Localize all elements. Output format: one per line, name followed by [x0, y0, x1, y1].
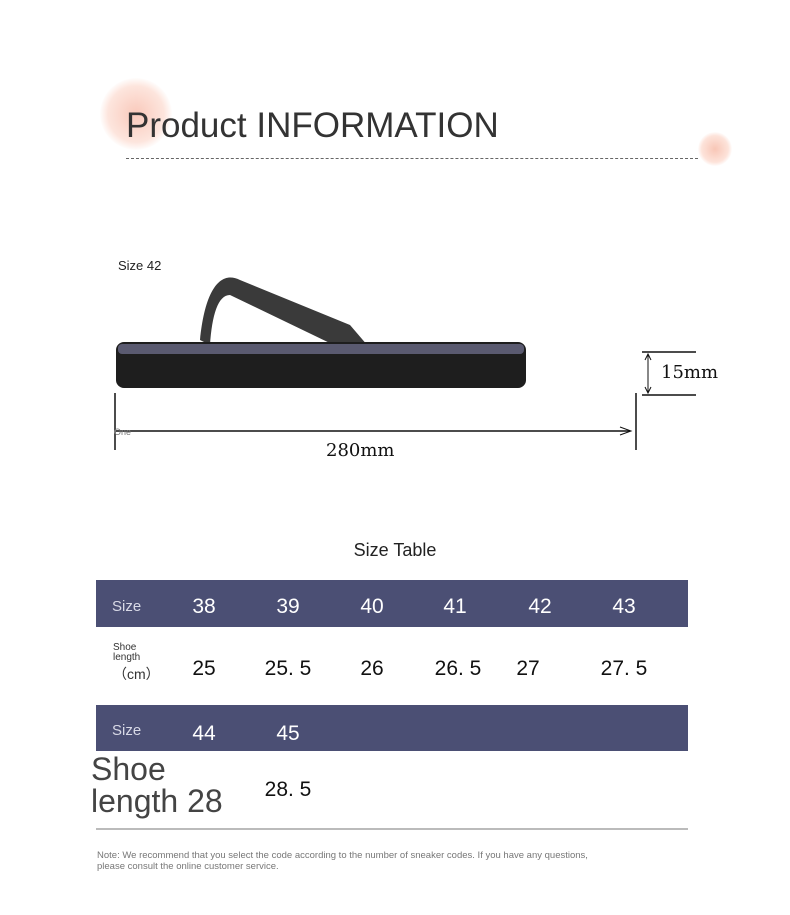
length-cell: 26. 5: [434, 657, 482, 680]
length-cell: 27. 5: [600, 657, 648, 680]
size-cell: 44: [192, 722, 216, 745]
size-note: Note: We recommend that you select the c…: [97, 850, 588, 872]
height-dimension: 15mm: [661, 362, 719, 383]
strap-shape: [200, 277, 380, 360]
shoe-length-label: Shoe length （cm）: [113, 642, 160, 682]
page-title: Product INFORMATION: [126, 106, 499, 145]
small-label: One: [114, 427, 132, 437]
label-line: Shoe: [113, 642, 137, 653]
length-cell: 27: [516, 657, 540, 680]
length-cell: 25: [192, 657, 216, 680]
size-cell: 40: [360, 595, 384, 618]
size-cell: 39: [276, 595, 300, 618]
size-cell: 38: [192, 595, 216, 618]
length-cell: 28. 5: [264, 778, 312, 801]
size-cell: 42: [528, 595, 552, 618]
label-line: length: [113, 652, 141, 663]
size-label: Size 42: [118, 258, 162, 273]
length-cell: 25. 5: [264, 657, 312, 680]
size-header-row: [96, 705, 688, 751]
label-line: （cm）: [113, 666, 160, 682]
table-bottom-divider: [96, 828, 688, 830]
length-dimension: 280mm: [326, 440, 395, 461]
decorative-blob: [698, 132, 732, 166]
size-table-title: Size Table: [353, 540, 437, 560]
size-cell: 43: [612, 595, 636, 618]
size-cell: 45: [276, 722, 300, 745]
shoe-length-label: Shoe length 28: [91, 753, 223, 817]
decorative-blob: [100, 78, 172, 150]
sole-top-print: [118, 344, 524, 354]
size-label: Size: [112, 598, 142, 615]
size-cell: 41: [443, 595, 467, 618]
label-line: length 28: [91, 783, 223, 819]
title-divider: [126, 158, 698, 159]
size-header-row: [96, 580, 688, 627]
length-cell: 26: [360, 657, 384, 680]
flip-flop-diagram: [114, 277, 696, 450]
label-line: Shoe: [91, 751, 166, 787]
size-label: Size: [112, 722, 142, 739]
